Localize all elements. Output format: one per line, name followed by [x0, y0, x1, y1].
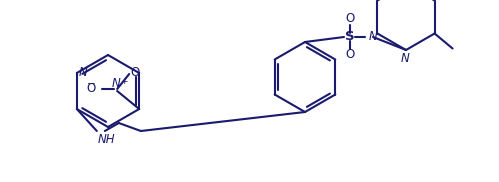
Text: N: N	[79, 66, 87, 78]
Text: −: −	[86, 79, 95, 89]
Text: +: +	[120, 77, 128, 86]
Text: O: O	[130, 66, 139, 78]
Text: NH: NH	[98, 133, 115, 146]
Text: S: S	[345, 31, 355, 43]
Text: O: O	[345, 13, 355, 25]
Text: N: N	[112, 77, 121, 90]
Text: O: O	[345, 48, 355, 62]
Text: O: O	[86, 82, 95, 94]
Text: N: N	[369, 29, 378, 43]
Text: N: N	[401, 52, 409, 65]
